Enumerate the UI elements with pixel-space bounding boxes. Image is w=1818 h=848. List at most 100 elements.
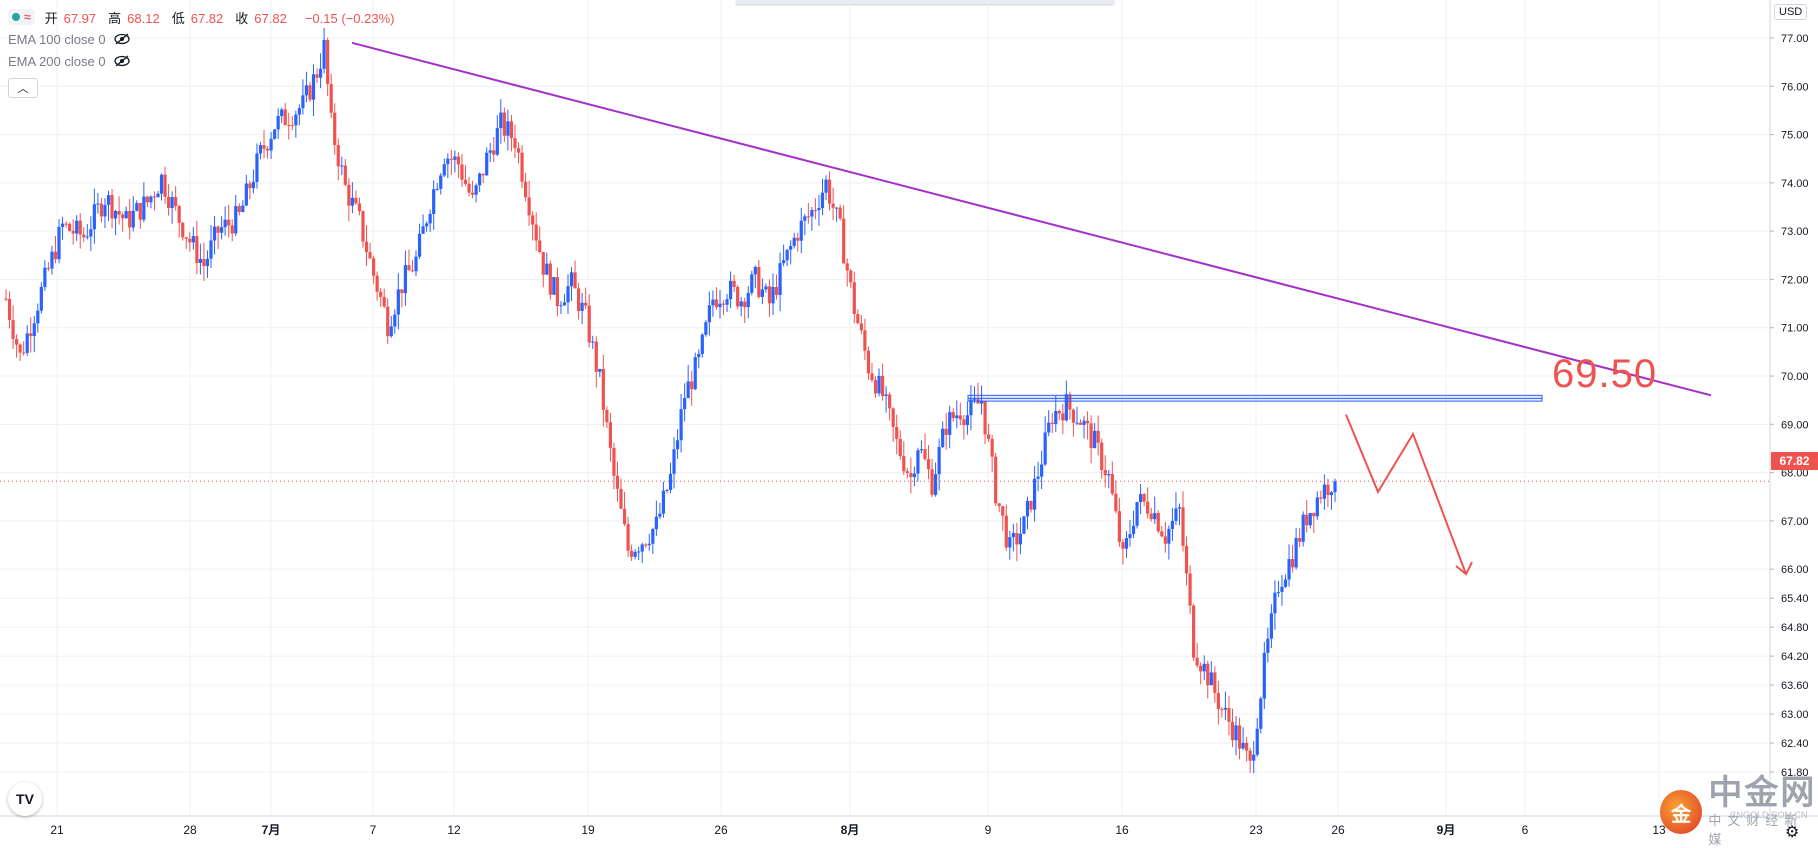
- candle-body: [1124, 538, 1129, 549]
- candle-body: [467, 183, 471, 193]
- candle: [714, 287, 719, 310]
- symbol-badge[interactable]: ≈: [8, 9, 35, 25]
- candle-body: [198, 258, 203, 263]
- candle: [926, 445, 931, 480]
- currency-button[interactable]: USD: [1774, 4, 1808, 20]
- ema100-row[interactable]: EMA 100 close 0: [8, 28, 406, 50]
- candle: [1085, 411, 1090, 440]
- eye-hidden-icon[interactable]: [113, 55, 130, 67]
- candle-body: [1199, 665, 1203, 672]
- candle-body: [562, 302, 567, 306]
- candle: [230, 219, 234, 242]
- candle-body: [856, 314, 860, 324]
- price-tick-label: 72.00: [1781, 274, 1809, 286]
- ema200-row[interactable]: EMA 200 close 0: [8, 50, 406, 72]
- ohlc-item: 开 67.97: [45, 11, 103, 26]
- candle: [785, 249, 789, 267]
- tradingview-logo[interactable]: TV: [8, 782, 42, 816]
- candle-body: [1022, 516, 1026, 534]
- candle-body: [1114, 493, 1118, 512]
- candle-body: [732, 280, 736, 287]
- candle-body: [1273, 592, 1277, 614]
- candle: [824, 175, 828, 201]
- candle: [425, 221, 429, 232]
- candle-body: [1121, 542, 1125, 549]
- candle: [1061, 403, 1065, 435]
- candle-body: [1192, 605, 1196, 658]
- candle-body: [113, 210, 118, 219]
- ohlc-key: 低: [171, 10, 185, 26]
- candle-body: [361, 211, 365, 242]
- candle-body: [1089, 423, 1093, 449]
- candle: [43, 260, 47, 291]
- candle-body: [552, 277, 556, 295]
- candle: [764, 283, 768, 293]
- candle-body: [697, 353, 701, 358]
- eye-hidden-icon[interactable]: [113, 33, 130, 45]
- price-tick-label: 76.00: [1781, 81, 1809, 93]
- candle: [919, 440, 924, 454]
- candle: [1036, 461, 1040, 492]
- candle-body: [124, 210, 128, 219]
- price-tick-label: 70.00: [1781, 371, 1809, 383]
- candle-body: [941, 428, 945, 448]
- candle: [1216, 680, 1220, 725]
- candle-body: [7, 299, 12, 321]
- candle-body: [654, 516, 658, 530]
- candle: [11, 305, 15, 349]
- candle-body: [301, 95, 305, 109]
- candle: [57, 219, 61, 264]
- candle-body: [1085, 420, 1090, 424]
- legend-collapse-button[interactable]: ︿: [8, 78, 38, 98]
- candle-body: [156, 193, 160, 198]
- candle: [562, 293, 567, 306]
- candle-body: [333, 112, 337, 145]
- candle-body: [827, 179, 832, 204]
- candle-body: [220, 227, 224, 233]
- candle-body: [958, 415, 962, 420]
- candle-body: [612, 447, 616, 476]
- candle-body: [103, 204, 107, 217]
- candle: [647, 533, 651, 551]
- price-tick-label: 66.00: [1781, 564, 1809, 576]
- candle-body: [1018, 533, 1023, 545]
- candle-body: [640, 544, 644, 552]
- candle: [513, 124, 517, 158]
- candle-body: [796, 237, 800, 241]
- candle-body: [382, 296, 386, 307]
- candle: [191, 227, 195, 250]
- candle-body: [930, 469, 934, 495]
- candle: [29, 317, 33, 353]
- watermark-tagline: 中文财经新媒: [1708, 813, 1804, 847]
- candle: [39, 282, 43, 314]
- candle: [1124, 531, 1129, 558]
- candle: [1032, 465, 1037, 522]
- candle-body: [1156, 513, 1160, 532]
- chevron-up-icon: ︿: [17, 83, 29, 95]
- price-tick-label: 75.00: [1781, 130, 1809, 142]
- candle: [463, 165, 468, 186]
- ohlc-item: −0.15 (−0.23%): [299, 11, 401, 26]
- candle-body: [265, 148, 270, 151]
- candle-body: [1326, 484, 1330, 495]
- projection-arrowhead: [1455, 561, 1473, 576]
- candle-body: [965, 415, 970, 426]
- gear-icon[interactable]: ⚙: [1785, 824, 1800, 841]
- candle-body: [523, 181, 528, 198]
- candle: [446, 153, 450, 178]
- candle-body: [584, 302, 588, 306]
- candle-body: [1255, 728, 1259, 755]
- candle: [1177, 503, 1182, 526]
- price-tick-label: 68.00: [1781, 468, 1809, 480]
- candle: [941, 421, 945, 449]
- candle: [969, 385, 973, 431]
- candle-body: [622, 508, 627, 525]
- candle-body: [1025, 500, 1030, 517]
- candle: [202, 242, 206, 282]
- price-tick-label: 65.40: [1781, 593, 1809, 605]
- candle-body: [902, 456, 906, 472]
- candle-body: [711, 299, 715, 306]
- candle: [856, 309, 860, 325]
- candle: [85, 223, 89, 240]
